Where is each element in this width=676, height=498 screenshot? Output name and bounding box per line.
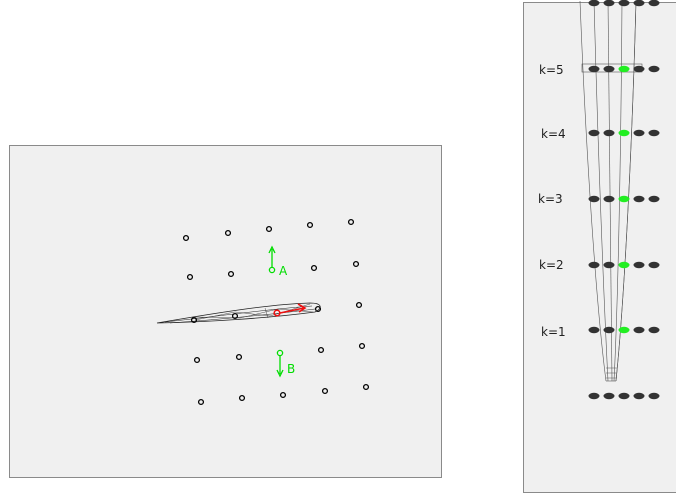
- vortex-point: [347, 218, 355, 226]
- vortex-point: [358, 342, 366, 350]
- vortex-point: [362, 383, 370, 391]
- station-dot: [648, 261, 660, 269]
- vortex-point: [231, 312, 239, 320]
- station-dot-active: [618, 65, 630, 73]
- station-label-k2: k=2: [539, 258, 564, 272]
- vortex-point: [355, 301, 363, 309]
- station-dot: [603, 195, 615, 203]
- red-vector: [273, 303, 307, 317]
- station-dot: [648, 326, 660, 334]
- airfoil-plan-svg: A B: [156, 218, 370, 406]
- station-dot: [588, 129, 600, 137]
- station-label-k4: k=4: [541, 127, 566, 141]
- vortex-point: [235, 353, 243, 361]
- vortex-point: [238, 394, 246, 402]
- station-label-k1: k=1: [541, 325, 566, 339]
- station-dot: [633, 326, 645, 334]
- station-dot: [618, 0, 630, 7]
- vortex-point: [265, 225, 273, 233]
- station-label-k5: k=5: [539, 63, 564, 77]
- station-dot: [648, 65, 660, 73]
- station-dot: [603, 129, 615, 137]
- vortex-point: [227, 270, 235, 278]
- station-dot: [648, 195, 660, 203]
- vector-b-label: B: [287, 362, 295, 376]
- vector-a-label: A: [279, 264, 288, 278]
- station-dot: [633, 129, 645, 137]
- vortex-point: [310, 264, 318, 272]
- station-dot: [588, 195, 600, 203]
- station-dot: [633, 392, 645, 400]
- vortex-point: [317, 346, 325, 354]
- vortex-point: [321, 387, 329, 395]
- station-dot: [588, 261, 600, 269]
- station-dot: [588, 0, 600, 7]
- station-dot: [588, 392, 600, 400]
- station-dot: [603, 392, 615, 400]
- station-dot: [633, 261, 645, 269]
- vortex-point: [190, 316, 198, 324]
- station-dot: [648, 129, 660, 137]
- airfoil-plan-view: A B: [9, 145, 442, 478]
- station-label-k3: k=3: [538, 192, 563, 206]
- station-dot: [633, 65, 645, 73]
- vector-b: [276, 349, 284, 378]
- vortex-point: [182, 234, 190, 242]
- spanwise-svg: k=5 k=4 k=3 k=2 k=1: [538, 0, 660, 400]
- station-dot-active: [618, 129, 630, 137]
- vortex-point: [306, 221, 314, 229]
- vortex-point: [193, 356, 201, 364]
- station-dot: [588, 326, 600, 334]
- vortex-point-grid: [182, 218, 370, 406]
- station-dot: [618, 392, 630, 400]
- vortex-point: [186, 273, 194, 281]
- station-dot: [648, 392, 660, 400]
- station-dot: [603, 326, 615, 334]
- station-dot-active: [618, 326, 630, 334]
- vortex-point: [314, 305, 322, 313]
- spanwise-view: k=5 k=4 k=3 k=2 k=1: [523, 0, 676, 493]
- station-dot: [648, 0, 660, 7]
- vector-a: [268, 245, 276, 274]
- station-dot-active: [618, 261, 630, 269]
- station-dot: [603, 0, 615, 7]
- vortex-point: [197, 398, 205, 406]
- vortex-point: [279, 391, 287, 399]
- vortex-point: [352, 260, 360, 268]
- station-dot: [603, 261, 615, 269]
- station-dot: [588, 65, 600, 73]
- blade-outline: [579, 0, 643, 382]
- station-dots: [588, 0, 660, 400]
- station-dot-active: [618, 195, 630, 203]
- station-dot: [603, 65, 615, 73]
- station-dot: [633, 195, 645, 203]
- airfoil-outline: [156, 302, 321, 324]
- station-dot: [633, 0, 645, 7]
- vortex-point: [224, 229, 232, 237]
